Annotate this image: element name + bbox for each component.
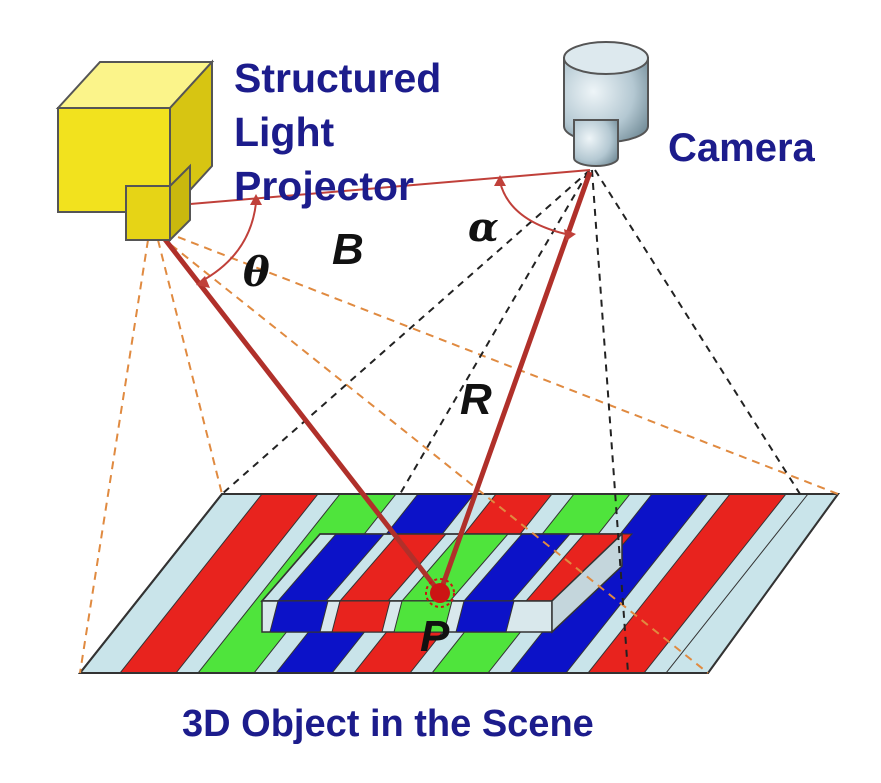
projector-label-line3: Projector (234, 163, 414, 209)
alpha-arrow-top (494, 175, 506, 186)
plane-stripe (118, 494, 320, 673)
camera-label: Camera (668, 126, 815, 170)
projector-icon (55, 59, 215, 243)
projector-frustum (79, 231, 839, 674)
theta-arrow-bottom (196, 276, 210, 288)
range-label: R (460, 375, 492, 424)
camera-frustum (221, 169, 801, 674)
plane-stripe (586, 494, 788, 673)
scene-object (260, 532, 634, 634)
baseline-label: B (332, 225, 364, 274)
front-stripe (455, 600, 515, 633)
camera-ray (437, 171, 593, 594)
baseline-line (154, 169, 591, 208)
projector-ray (158, 231, 442, 595)
point-p-marker (425, 578, 455, 608)
projector-label-line1: Structured (234, 55, 442, 101)
camera-icon (563, 41, 649, 167)
object-front-face (269, 600, 515, 633)
point-label: P (420, 612, 450, 661)
theta-arc (199, 202, 257, 283)
theta-arrow-top (250, 194, 262, 205)
plane-stripe (820, 494, 838, 673)
front-stripe (331, 600, 391, 633)
projector-label-line2: Light (234, 109, 335, 155)
front-stripe (269, 600, 329, 633)
alpha-arrow-bottom (564, 229, 576, 241)
theta-label: θ (243, 249, 270, 296)
alpha-label: α (468, 204, 499, 251)
scene-caption: 3D Object in the Scene (182, 703, 594, 745)
alpha-arc (499, 181, 571, 236)
